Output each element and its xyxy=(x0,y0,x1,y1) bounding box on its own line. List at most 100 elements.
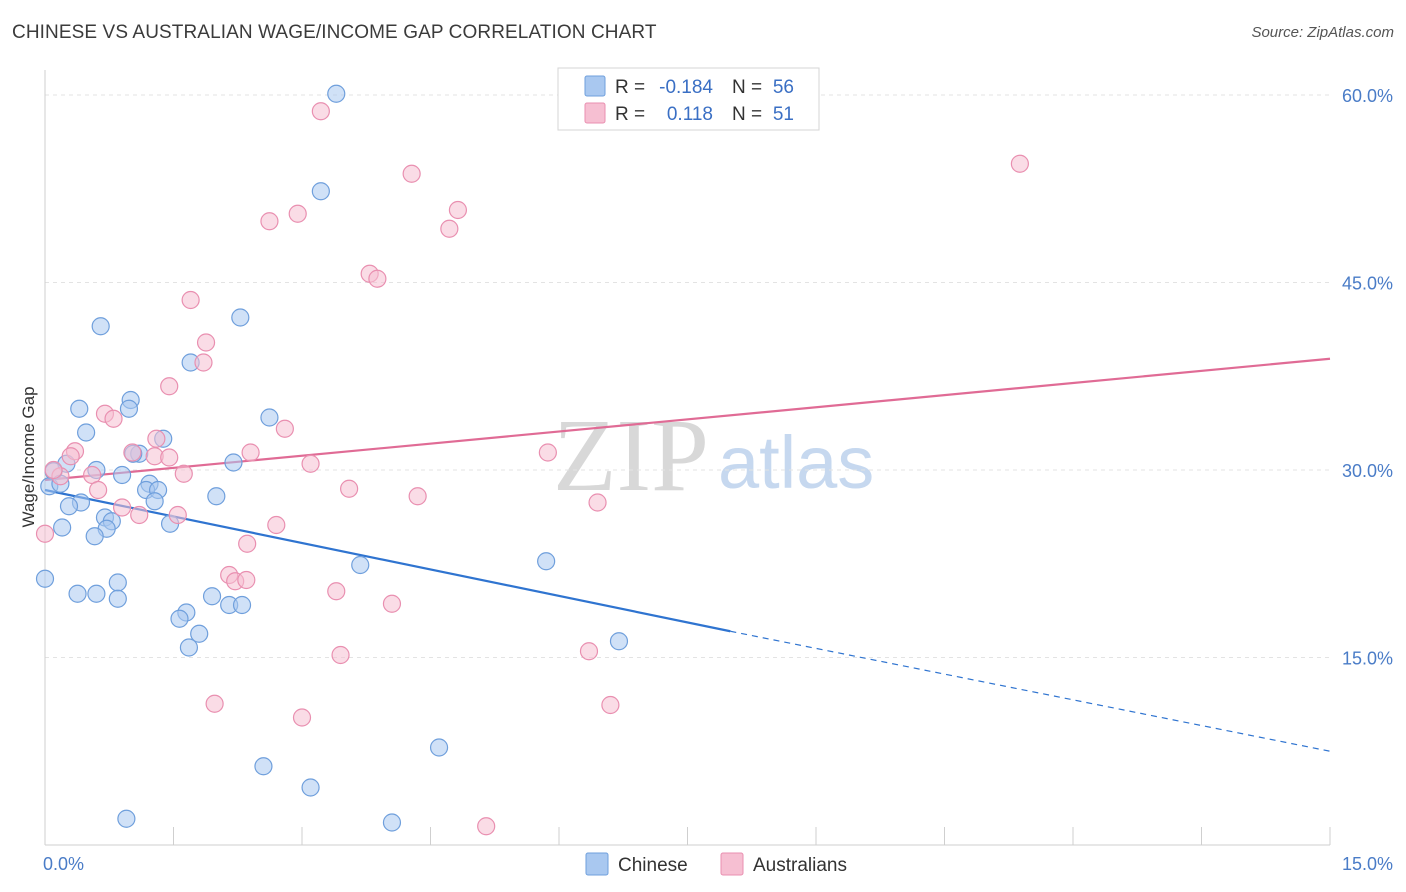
point-chinese-34 xyxy=(351,555,370,575)
point-australians-11 xyxy=(194,353,213,372)
point-chinese-30 xyxy=(53,518,72,537)
point-chinese-48 xyxy=(429,738,449,757)
point-chinese-40 xyxy=(202,587,222,606)
point-australians-41 xyxy=(237,570,256,590)
legend-n-value-chinese: 56 xyxy=(773,77,794,98)
point-chinese-14 xyxy=(224,453,243,472)
y-tick-label-0: 15.0% xyxy=(1342,649,1393,669)
chart-title: CHINESE VS AUSTRALIAN WAGE/INCOME GAP CO… xyxy=(12,22,657,43)
y-tick-label-3: 60.0% xyxy=(1342,86,1393,106)
point-chinese-38 xyxy=(87,584,106,603)
point-chinese-37 xyxy=(68,584,87,603)
point-australians-1 xyxy=(1010,154,1029,173)
point-australians-31 xyxy=(408,487,427,506)
legend-n-value-australians: 51 xyxy=(773,104,794,125)
point-australians-33 xyxy=(112,498,132,517)
trend-line-australians xyxy=(44,357,1331,482)
series-legend-label-australians: Australians xyxy=(753,855,847,876)
y-axis-label: Wage/Income Gap xyxy=(19,386,38,527)
point-chinese-46 xyxy=(179,638,199,657)
point-australians-32 xyxy=(588,493,607,512)
point-chinese-25 xyxy=(145,492,164,511)
legend-r-label-australians: R = xyxy=(615,104,645,125)
point-australians-24 xyxy=(301,454,320,473)
point-australians-30 xyxy=(340,479,359,498)
data-points xyxy=(35,84,1029,836)
point-australians-49 xyxy=(477,817,496,836)
point-australians-12 xyxy=(160,377,179,396)
series-legend-swatch-chinese xyxy=(585,852,609,876)
point-australians-2 xyxy=(402,164,421,183)
point-chinese-51 xyxy=(117,809,136,828)
point-chinese-44 xyxy=(170,609,189,628)
point-australians-38 xyxy=(238,534,257,553)
point-chinese-17 xyxy=(112,465,132,485)
series-legend-label-chinese: Chinese xyxy=(618,855,688,876)
point-chinese-23 xyxy=(207,487,226,506)
legend-swatch-australians xyxy=(584,102,606,124)
point-australians-48 xyxy=(292,708,312,727)
point-australians-9 xyxy=(181,290,200,310)
point-australians-46 xyxy=(205,694,224,713)
point-chinese-9 xyxy=(77,423,96,442)
point-chinese-45 xyxy=(190,624,209,643)
point-australians-45 xyxy=(579,642,599,661)
point-chinese-5 xyxy=(70,399,89,418)
point-australians-36 xyxy=(267,515,286,535)
legend-n-label-australians: N = xyxy=(732,104,762,125)
point-chinese-3 xyxy=(231,308,250,327)
y-tick-label-1: 30.0% xyxy=(1342,461,1393,481)
point-australians-3 xyxy=(448,200,468,220)
legend-r-value-australians: 0.118 xyxy=(667,104,713,125)
point-chinese-1 xyxy=(311,182,330,201)
point-australians-15 xyxy=(275,419,294,438)
y-tick-label-2: 45.0% xyxy=(1342,274,1393,294)
point-australians-34 xyxy=(130,505,149,525)
series-legend: Chinese Australians xyxy=(585,852,847,876)
legend-swatch-chinese xyxy=(584,75,606,97)
point-australians-37 xyxy=(35,524,55,543)
axes xyxy=(44,70,1331,846)
point-australians-43 xyxy=(382,594,402,613)
point-chinese-52 xyxy=(382,813,402,832)
point-australians-4 xyxy=(288,204,307,223)
stats-legend: R = -0.184 N = 56 R = 0.118 N = 51 xyxy=(557,67,820,131)
trend-line-chinese-extension xyxy=(730,630,1331,752)
point-australians-5 xyxy=(260,212,279,231)
point-chinese-36 xyxy=(108,573,127,592)
point-australians-42 xyxy=(327,582,346,601)
point-chinese-39 xyxy=(108,589,127,608)
legend-n-label-chinese: N = xyxy=(732,77,762,98)
point-australians-6 xyxy=(440,219,459,238)
point-chinese-0 xyxy=(327,84,346,103)
watermark-atlas: atlas xyxy=(718,421,874,504)
point-australians-10 xyxy=(196,333,216,352)
point-chinese-26 xyxy=(59,497,79,516)
point-chinese-49 xyxy=(254,757,273,776)
point-australians-22 xyxy=(538,443,557,462)
point-chinese-35 xyxy=(537,552,556,571)
x-tick-label-min: 0.0% xyxy=(43,854,84,874)
point-chinese-33 xyxy=(35,569,55,588)
point-australians-44 xyxy=(331,645,350,665)
legend-r-label-chinese: R = xyxy=(615,77,645,98)
point-chinese-2 xyxy=(91,317,110,336)
point-australians-23 xyxy=(160,448,179,467)
x-tick-label-max: 15.0% xyxy=(1342,854,1393,874)
point-chinese-7 xyxy=(119,399,139,418)
point-australians-19 xyxy=(123,443,142,462)
y-tick-labels: 15.0% 30.0% 45.0% 60.0% xyxy=(1342,86,1393,669)
point-australians-16 xyxy=(147,429,166,448)
point-chinese-50 xyxy=(301,778,320,797)
point-australians-0 xyxy=(311,102,330,121)
trend-line-chinese xyxy=(44,488,731,633)
point-australians-35 xyxy=(168,505,187,525)
point-australians-14 xyxy=(104,409,123,428)
source-credit: Source: ZipAtlas.com xyxy=(1251,24,1394,41)
point-chinese-47 xyxy=(609,632,629,651)
point-chinese-42 xyxy=(232,595,252,615)
point-australians-8 xyxy=(368,269,387,288)
series-legend-swatch-australians xyxy=(720,852,744,876)
point-australians-29 xyxy=(89,480,108,500)
